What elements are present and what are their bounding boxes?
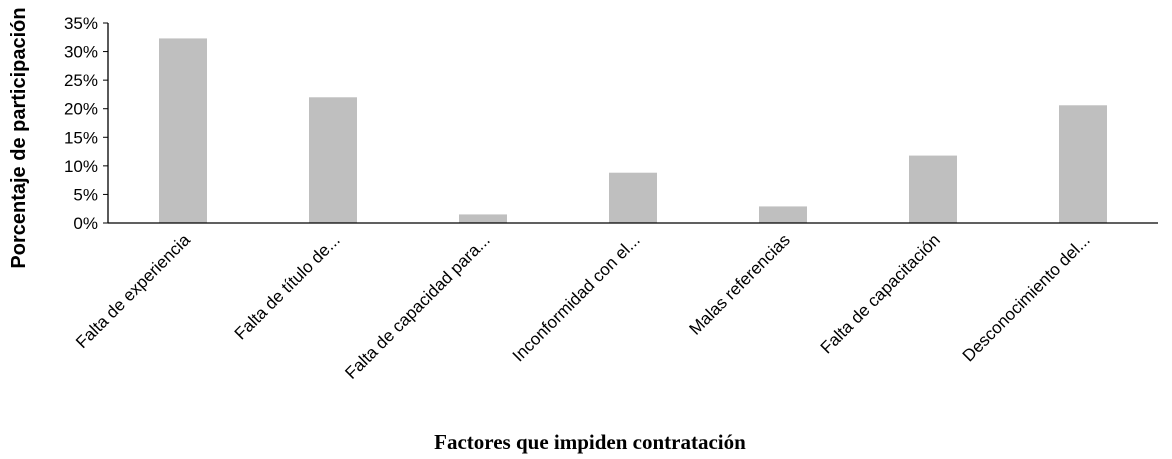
y-axis-ticks: 0% 5% 10% 15% 20% 25% 30% 35%: [64, 14, 108, 233]
y-tick-label: 5%: [73, 185, 98, 204]
x-tick-label: Falta de experiencia: [72, 230, 194, 352]
bar: [309, 97, 357, 223]
x-tick-label: Falta de capacidad para...: [341, 230, 493, 382]
y-tick-label: 30%: [64, 43, 98, 62]
x-tick-label: Inconformidad con el...: [509, 230, 644, 365]
x-tick-label: Desconocimiento del...: [959, 230, 1094, 365]
x-tick-label: Falta de título de...: [231, 230, 344, 343]
x-tick-label: Falta de capacitación: [817, 230, 944, 357]
bar: [1059, 105, 1107, 223]
bar: [909, 155, 957, 223]
bar: [459, 214, 507, 223]
bar: [609, 172, 657, 223]
bars: [159, 38, 1107, 223]
bar: [759, 206, 807, 223]
y-axis-title: Porcentaje de participación: [8, 7, 30, 268]
x-axis-title: Factores que impiden contratación: [434, 430, 746, 454]
y-tick-label: 15%: [64, 128, 98, 147]
x-tick-label: Malas referencias: [686, 230, 794, 338]
y-tick-label: 35%: [64, 14, 98, 33]
x-axis-categories: Falta de experiencia Falta de título de..…: [72, 230, 1094, 383]
y-tick-label: 20%: [64, 100, 98, 119]
y-tick-label: 0%: [73, 214, 98, 233]
bar: [159, 38, 207, 223]
y-tick-label: 25%: [64, 71, 98, 90]
y-tick-label: 10%: [64, 157, 98, 176]
